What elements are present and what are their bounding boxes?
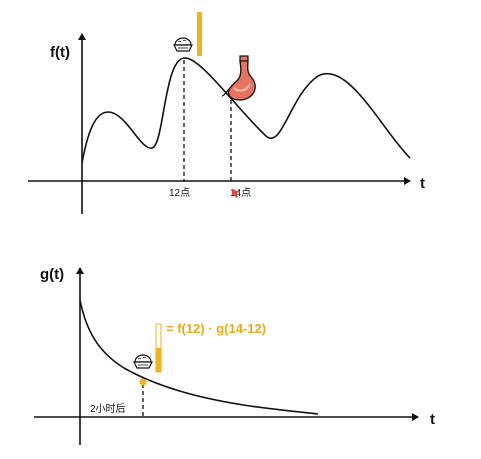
rice-bowl-icon	[173, 37, 193, 52]
intake-bar	[197, 12, 202, 56]
formula-label: = f(12) · g(14-12)	[166, 321, 266, 336]
scaled-bar	[155, 323, 162, 373]
top-y-axis-label: f(t)	[50, 44, 70, 61]
bottom-y-axis-label: g(t)	[40, 266, 64, 283]
g-curve	[79, 299, 319, 415]
rice-bowl-icon	[133, 354, 153, 369]
top-panel: f(t) t 12点 14点	[28, 12, 425, 214]
bottom-x-axis-label: t	[430, 411, 435, 428]
tick-2h: 2小时后	[90, 403, 126, 415]
stomach-icon	[221, 55, 256, 101]
cursor-icon	[232, 189, 240, 198]
sample-point	[139, 378, 147, 386]
f-curve	[81, 57, 411, 164]
top-x-axis-label: t	[420, 175, 425, 192]
tick-12: 12点	[169, 187, 190, 199]
bottom-panel: g(t) t 2小时后 = f(12) · g(14-12)	[34, 266, 435, 445]
